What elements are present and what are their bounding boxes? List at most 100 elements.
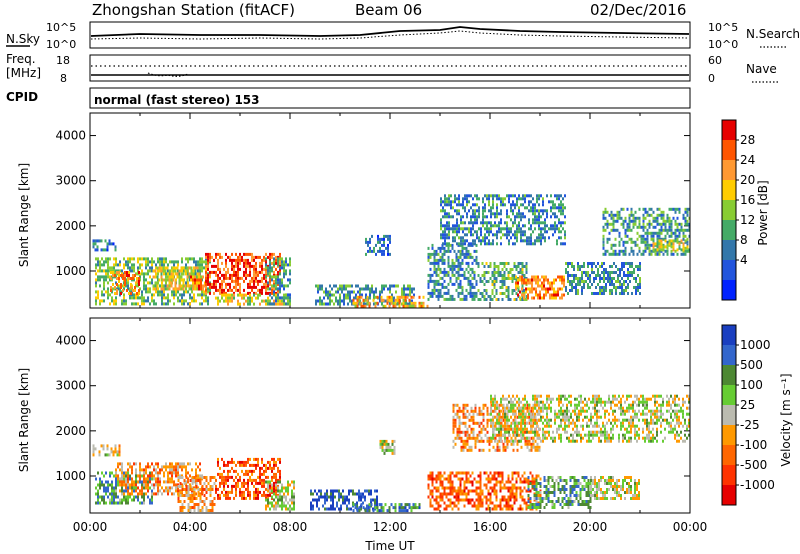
velocity-cell bbox=[340, 507, 342, 511]
power-cell bbox=[261, 279, 263, 283]
power-cell bbox=[558, 209, 560, 213]
velocity-cell bbox=[491, 501, 494, 505]
power-cell bbox=[531, 290, 533, 294]
power-cell bbox=[458, 227, 460, 231]
power-cell bbox=[172, 287, 175, 291]
power-cell bbox=[621, 268, 623, 271]
power-cell bbox=[680, 222, 683, 226]
velocity-cell bbox=[324, 492, 326, 496]
power-cell bbox=[449, 279, 452, 283]
velocity-cell bbox=[479, 471, 482, 475]
power-cell bbox=[553, 296, 555, 300]
power-cell bbox=[129, 266, 131, 270]
power-cell bbox=[211, 282, 213, 286]
velocity-cell bbox=[111, 486, 113, 490]
power-cell bbox=[625, 286, 627, 289]
velocity-cell bbox=[439, 477, 442, 481]
power-cell bbox=[507, 274, 510, 277]
velocity-cell bbox=[469, 489, 472, 493]
power-cell bbox=[460, 236, 462, 240]
power-cell bbox=[585, 271, 587, 274]
power-cell bbox=[353, 296, 355, 300]
velocity-cell bbox=[437, 471, 440, 475]
velocity-cell bbox=[481, 489, 484, 493]
velocity-cell bbox=[457, 495, 460, 499]
velocity-cell bbox=[173, 483, 175, 487]
power-cell bbox=[538, 233, 540, 237]
velocity-cell bbox=[111, 471, 113, 475]
power-cell bbox=[237, 299, 239, 303]
power-cell bbox=[207, 296, 209, 300]
power-cell bbox=[487, 265, 490, 268]
power-cell bbox=[395, 290, 397, 294]
power-cell bbox=[666, 228, 669, 232]
power-cell bbox=[648, 231, 651, 235]
velocity-cell bbox=[269, 501, 271, 505]
power-cell bbox=[471, 243, 474, 247]
velocity-cell bbox=[374, 506, 377, 510]
power-cell bbox=[383, 287, 385, 291]
power-cell bbox=[149, 260, 151, 264]
velocity-cell bbox=[145, 471, 147, 475]
power-cell bbox=[243, 252, 245, 256]
power-cell bbox=[245, 276, 247, 280]
power-cell bbox=[141, 302, 143, 306]
power-cell bbox=[650, 237, 653, 241]
velocity-xtick-label: 16:00 bbox=[473, 520, 508, 534]
velocity-cell bbox=[467, 498, 470, 502]
power-cell bbox=[505, 277, 508, 280]
velocity-cell bbox=[279, 495, 281, 499]
power-cell bbox=[599, 274, 601, 277]
power-cell bbox=[475, 255, 478, 259]
power-cell bbox=[98, 239, 101, 243]
velocity-cell bbox=[326, 495, 328, 499]
power-cell bbox=[552, 212, 554, 216]
velocity-cell bbox=[127, 462, 129, 466]
velocity-cell bbox=[127, 486, 129, 490]
velocity-cell bbox=[316, 492, 318, 496]
power-cell bbox=[437, 267, 440, 271]
power-cell bbox=[464, 206, 466, 210]
velocity-cell bbox=[191, 468, 193, 472]
power-cell bbox=[638, 219, 641, 223]
power-cell bbox=[496, 233, 498, 237]
velocity-cell bbox=[340, 495, 342, 499]
power-cell bbox=[491, 280, 494, 283]
velocity-cell bbox=[227, 484, 229, 488]
velocity-cell bbox=[105, 471, 107, 475]
velocity-cell bbox=[179, 474, 181, 478]
power-cell bbox=[279, 266, 281, 270]
velocity-cell bbox=[235, 493, 237, 497]
power-cell bbox=[503, 292, 506, 295]
power-cell bbox=[595, 277, 597, 280]
velocity-cell bbox=[175, 489, 177, 493]
power-cell bbox=[444, 203, 446, 207]
velocity-cell bbox=[385, 439, 388, 443]
power-cell bbox=[478, 227, 480, 231]
velocity-cell bbox=[149, 474, 151, 478]
power-cell bbox=[289, 269, 291, 273]
power-cell bbox=[168, 278, 171, 282]
power-cell bbox=[343, 287, 345, 291]
velocity-cell bbox=[169, 477, 171, 481]
velocity-cell bbox=[320, 492, 322, 496]
velocity-cell bbox=[447, 492, 450, 496]
velocity-cell bbox=[109, 501, 111, 505]
power-cell bbox=[611, 289, 613, 292]
power-cell bbox=[452, 215, 454, 219]
power-cell bbox=[133, 296, 135, 300]
power-cell bbox=[483, 277, 486, 280]
power-cell bbox=[639, 283, 641, 286]
power-cell bbox=[571, 274, 573, 277]
velocity-cell bbox=[364, 489, 366, 493]
power-cell bbox=[143, 281, 145, 285]
power-cell bbox=[612, 252, 615, 256]
power-cell bbox=[536, 209, 538, 213]
power-cell bbox=[497, 274, 500, 277]
power-cell bbox=[521, 265, 524, 268]
power-cell bbox=[502, 233, 504, 237]
velocity-cell bbox=[209, 509, 212, 512]
power-cell bbox=[131, 266, 133, 270]
power-cell bbox=[319, 287, 321, 291]
velocity-cell bbox=[479, 477, 482, 481]
